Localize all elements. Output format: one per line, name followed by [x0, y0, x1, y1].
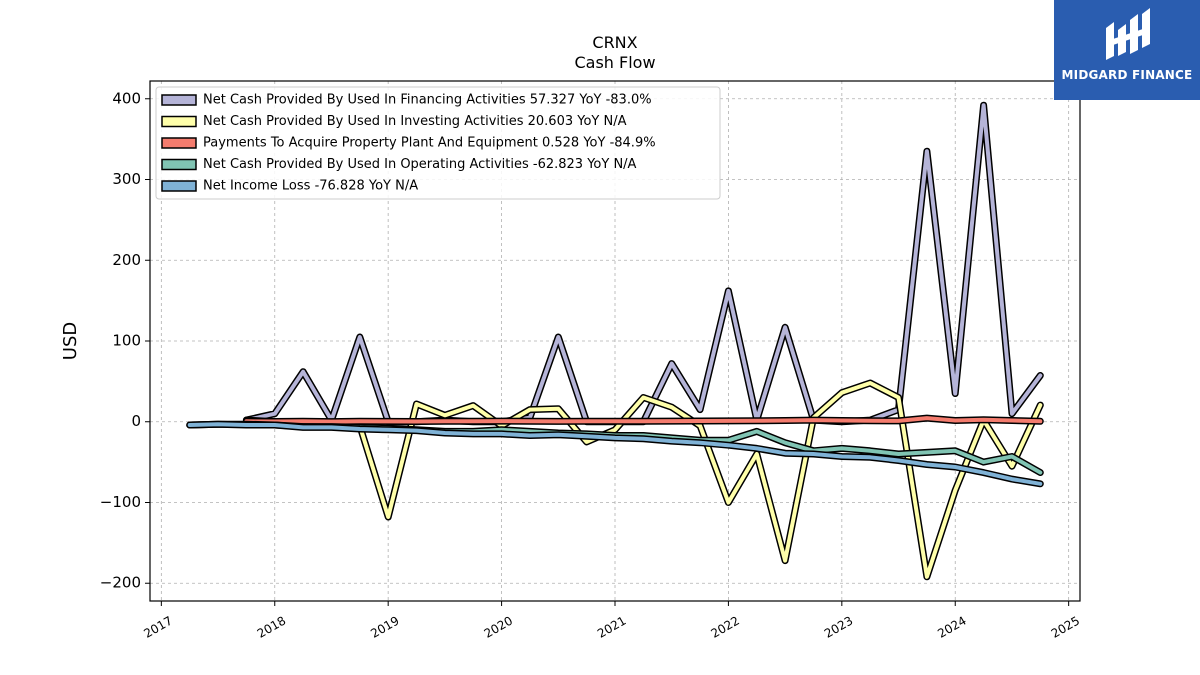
chart-title: CRNX — [592, 33, 637, 52]
series-lines — [186, 101, 1044, 581]
legend-entry: Net Cash Provided By Used In Financing A… — [203, 93, 652, 108]
x-tick-label: 2024 — [935, 613, 968, 640]
series-line — [186, 420, 1044, 488]
x-tick-label: 2023 — [822, 613, 855, 640]
series-line-stroke — [244, 381, 1043, 579]
legend-entry: Payments To Acquire Property Plant And E… — [203, 136, 656, 151]
legend-entry: Net Cash Provided By Used In Operating A… — [203, 157, 637, 172]
y-tick-label: 100 — [112, 332, 141, 350]
y-tick-label: −200 — [100, 574, 141, 592]
x-tick-label: 2025 — [1049, 613, 1082, 640]
legend-swatch — [161, 115, 197, 128]
series-line-stroke — [244, 416, 1043, 424]
x-tick-label: 2019 — [368, 613, 401, 640]
x-axis-ticks: 2017 2018 2019 2020 2021 2022 2023 2024 2025 — [141, 601, 1082, 641]
x-tick-label: 2017 — [141, 613, 174, 640]
series-line-stroke — [187, 422, 1043, 486]
legend-swatch — [161, 137, 197, 149]
y-tick-label: 300 — [112, 170, 141, 188]
midgard-finance-logo: MIDGARD FINANCE — [1054, 0, 1200, 100]
brand-name: MIDGARD FINANCE — [1061, 68, 1193, 82]
brand-mark-icon — [1106, 8, 1150, 60]
series-line — [242, 414, 1044, 426]
chart-subtitle: Cash Flow — [574, 53, 655, 72]
legend-swatch — [161, 180, 197, 192]
y-axis-label: USD — [60, 322, 81, 360]
x-tick-label: 2020 — [482, 613, 515, 640]
legend-swatch — [161, 158, 197, 171]
x-tick-label: 2022 — [708, 613, 741, 640]
legend-entry: Net Income Loss -76.828 YoY N/A — [203, 179, 418, 194]
legend-swatch — [161, 94, 197, 106]
y-tick-label: −100 — [100, 493, 141, 511]
series-line — [242, 379, 1044, 581]
grid-lines — [150, 81, 1080, 601]
legend: Net Cash Provided By Used In Financing A… — [155, 86, 721, 200]
x-tick-label: 2021 — [595, 613, 628, 640]
y-axis-ticks: −200 −100 0 100 200 300 400 — [100, 89, 150, 592]
y-tick-label: 0 — [131, 412, 141, 430]
y-tick-label: 200 — [112, 251, 141, 269]
y-tick-label: 400 — [112, 89, 141, 107]
legend-entry: Net Cash Provided By Used In Investing A… — [203, 114, 627, 129]
x-tick-label: 2018 — [255, 613, 288, 640]
legend-box — [155, 86, 721, 200]
